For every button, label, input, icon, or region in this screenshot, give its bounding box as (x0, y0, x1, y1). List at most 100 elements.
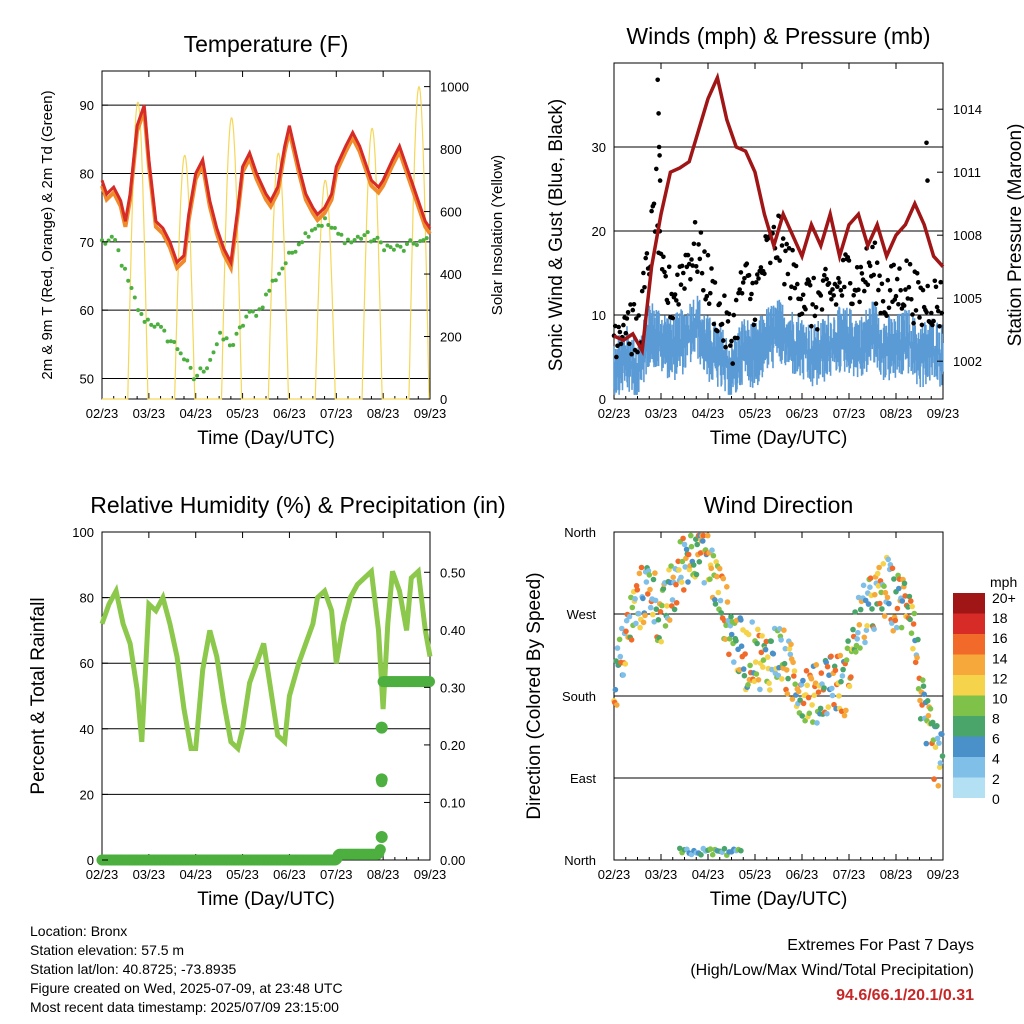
gust-point (666, 264, 672, 270)
dewpoint-point (152, 324, 157, 329)
direction-point (800, 677, 806, 684)
gust-point (739, 291, 745, 296)
dewpoint-point (257, 307, 262, 312)
direction-point (826, 672, 832, 678)
dewpoint-point (227, 343, 232, 348)
recent-data-text: Most recent data timestamp: 2025/07/09 2… (30, 999, 339, 1015)
dewpoint-point (290, 250, 295, 255)
direction-point (643, 579, 650, 585)
x-tick-label: 02/23 (598, 406, 631, 421)
y-tick-label: 0 (87, 853, 94, 868)
direction-point (805, 694, 812, 701)
direction-point (725, 617, 731, 624)
legend-swatch (953, 593, 985, 614)
direction-point (783, 667, 790, 673)
direction-point (745, 682, 751, 688)
direction-point (728, 631, 735, 638)
direction-point (920, 677, 926, 683)
gust-point (737, 287, 742, 292)
direction-point (619, 625, 625, 632)
direction-point (675, 558, 681, 565)
dewpoint-point (214, 342, 219, 347)
direction-point (921, 691, 927, 698)
direction-point (614, 702, 620, 708)
legend-swatch (953, 695, 985, 716)
direction-point (698, 852, 704, 858)
dewpoint-point (195, 373, 200, 378)
x-tick-label: 05/23 (226, 867, 259, 882)
direction-point (865, 601, 872, 607)
gust-point (856, 287, 861, 293)
gust-point (880, 299, 886, 304)
legend-label: 10 (992, 690, 1008, 706)
gust-point (906, 284, 912, 290)
gust-point (887, 288, 893, 293)
gust-point (729, 338, 734, 344)
direction-point (880, 561, 887, 567)
direction-point (697, 550, 704, 556)
gust-point (753, 280, 759, 285)
x-axis-label: Time (Day/UTC) (197, 889, 335, 910)
gust-point (662, 269, 667, 275)
gust-point (688, 277, 693, 282)
direction-point (852, 609, 858, 615)
gust-point (711, 321, 717, 327)
gust-point (846, 258, 852, 263)
direction-point (685, 551, 692, 558)
dewpoint-point (149, 322, 154, 327)
dewpoint-point (175, 347, 180, 352)
y2-tick-label: 0.50 (440, 565, 465, 580)
y-tick-label: 100 (72, 525, 94, 540)
direction-point (791, 668, 798, 674)
gust-point (730, 361, 735, 366)
direction-point (787, 651, 794, 658)
dewpoint-point (198, 366, 203, 371)
gust-point (789, 284, 794, 290)
direction-point (612, 686, 619, 693)
gust-point (886, 305, 892, 311)
dewpoint-point (365, 230, 370, 235)
direction-point (786, 646, 793, 652)
gust-point (689, 257, 694, 262)
dewpoint-point (208, 357, 213, 362)
direction-point (855, 629, 861, 636)
gust-point (896, 302, 901, 307)
direction-point (645, 591, 651, 597)
gust-point (690, 263, 695, 268)
direction-point (767, 687, 773, 693)
direction-point (650, 576, 657, 583)
dewpoint-point (405, 242, 409, 246)
direction-point (707, 576, 713, 582)
latlon-text: Station lat/lon: 40.8725; -73.8935 (30, 961, 237, 977)
y-axis-label: Percent & Total Rainfall (28, 597, 49, 794)
legend-label: 4 (992, 751, 1000, 767)
dewpoint-point (385, 243, 390, 248)
gust-point (811, 275, 816, 281)
direction-point (862, 639, 868, 646)
gust-point (874, 260, 880, 266)
gust-point (723, 344, 728, 350)
gust-point (833, 302, 839, 307)
dewpoint-point (408, 238, 413, 243)
dewpoint-point (188, 365, 193, 370)
direction-point (616, 636, 623, 643)
direction-point (829, 692, 836, 699)
dewpoint-point (300, 240, 305, 245)
direction-point (829, 685, 835, 692)
gust-point (924, 140, 929, 146)
gust-point (701, 288, 706, 293)
direction-point (757, 686, 763, 693)
gust-point (925, 283, 930, 289)
gust-point (842, 284, 847, 290)
legend-swatch (953, 613, 985, 634)
gust-point (916, 280, 921, 285)
direction-point (861, 634, 868, 641)
direction-point (902, 593, 908, 599)
direction-point (677, 845, 683, 852)
y-tick-label: 80 (80, 591, 94, 606)
y-tick-label: 20 (80, 787, 94, 802)
direction-point (709, 547, 715, 553)
direction-point (910, 621, 917, 627)
direction-point (758, 649, 765, 656)
gust-point (930, 322, 935, 328)
